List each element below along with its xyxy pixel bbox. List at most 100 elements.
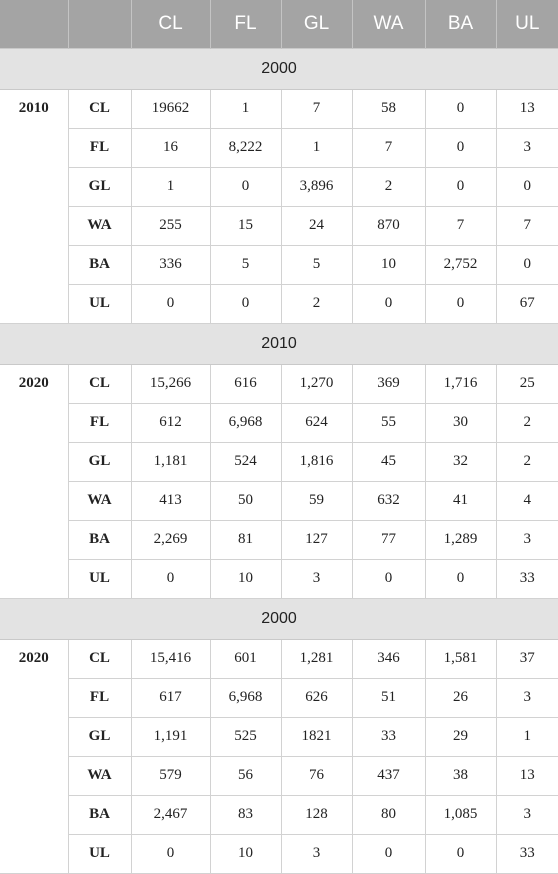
table-cell: 437 — [351, 755, 426, 796]
table-cell: 10 — [209, 558, 282, 599]
table-row: BA 2,269 81 127 77 1,289 3 — [0, 519, 558, 560]
table-cell: 4 — [495, 480, 558, 521]
row-class-label: FL — [67, 677, 132, 718]
table-cell: 0 — [209, 166, 282, 207]
table-cell: 413 — [130, 480, 211, 521]
table-cell: 59 — [280, 480, 353, 521]
table-row: UL 0 10 3 0 0 33 — [0, 833, 558, 874]
table-cell: 2 — [495, 402, 558, 443]
table-cell: 15,416 — [130, 638, 211, 679]
table-cell: 1,581 — [424, 638, 497, 679]
table-row: 2020 CL 15,266 616 1,270 369 1,716 25 — [0, 363, 558, 599]
row-class-label: CL — [67, 88, 132, 129]
table-cell: 83 — [209, 794, 282, 835]
table-cell: 0 — [495, 166, 558, 207]
table-cell: 7 — [495, 205, 558, 246]
table-row: FL 617 6,968 626 51 26 3 — [0, 677, 558, 718]
table-cell: 3 — [280, 558, 353, 599]
table-cell: 3 — [495, 794, 558, 835]
table-row: UL 0 10 3 0 0 33 — [0, 558, 558, 599]
table-cell: 51 — [351, 677, 426, 718]
table-row: BA 336 5 5 10 2,752 0 — [0, 244, 558, 285]
table-row: WA 579 56 76 437 38 13 — [0, 755, 558, 796]
table-cell: 0 — [130, 283, 211, 324]
table-header: CL FL GL WA BA UL — [0, 0, 558, 48]
table-cell: 0 — [424, 558, 497, 599]
table-row: FL 612 6,968 624 55 30 2 — [0, 402, 558, 443]
table-row: WA 255 15 24 870 7 7 — [0, 205, 558, 246]
column-header-fl: FL — [210, 0, 282, 48]
column-header-wa: WA — [352, 0, 426, 48]
table-cell: 26 — [424, 677, 497, 718]
table-cell: 2,269 — [130, 519, 211, 560]
table-row: GL 1 0 3,896 2 0 0 — [0, 166, 558, 207]
table-cell: 7 — [424, 205, 497, 246]
table-cell: 0 — [209, 283, 282, 324]
table-cell: 3 — [280, 833, 353, 874]
table-cell: 3 — [495, 127, 558, 168]
header-empty-cell — [68, 0, 132, 48]
section-from-year: 2000 — [0, 47, 558, 90]
table-cell: 24 — [280, 205, 353, 246]
table-cell: 13 — [495, 88, 558, 129]
table-cell: 0 — [130, 833, 211, 874]
row-class-label: UL — [67, 833, 132, 874]
table-cell: 3 — [495, 519, 558, 560]
table-cell: 10 — [351, 244, 426, 285]
table-cell: 1 — [209, 88, 282, 129]
header-row: CL FL GL WA BA UL — [0, 0, 558, 48]
table-cell: 55 — [351, 402, 426, 443]
table-cell: 19662 — [130, 88, 211, 129]
table-row: 2020 CL 15,416 601 1,281 346 1,581 37 — [0, 638, 558, 874]
table-cell: 0 — [495, 244, 558, 285]
table-cell: 1 — [495, 716, 558, 757]
table-cell: 624 — [280, 402, 353, 443]
table-cell: 8,222 — [209, 127, 282, 168]
table-cell: 76 — [280, 755, 353, 796]
section-header-row: 2000 — [0, 47, 558, 90]
section-from-year: 2000 — [0, 597, 558, 640]
table-row: GL 1,181 524 1,816 45 32 2 — [0, 441, 558, 482]
table-cell: 1821 — [280, 716, 353, 757]
section-to-year: 2020 — [0, 363, 69, 599]
table-row: FL 16 8,222 1 7 0 3 — [0, 127, 558, 168]
table-cell: 5 — [209, 244, 282, 285]
table-cell: 6,968 — [209, 402, 282, 443]
table-cell: 15 — [209, 205, 282, 246]
table-cell: 2 — [351, 166, 426, 207]
table-cell: 1,281 — [280, 638, 353, 679]
table-cell: 33 — [495, 833, 558, 874]
table-cell: 1,716 — [424, 363, 497, 404]
table-row: BA 2,467 83 128 80 1,085 3 — [0, 794, 558, 835]
table-cell: 0 — [424, 833, 497, 874]
row-class-label: WA — [67, 480, 132, 521]
row-class-label: GL — [67, 716, 132, 757]
table-cell: 30 — [424, 402, 497, 443]
table-cell: 0 — [424, 88, 497, 129]
table-cell: 13 — [495, 755, 558, 796]
column-header-cl: CL — [131, 0, 211, 48]
table-cell: 369 — [351, 363, 426, 404]
section-to-year: 2010 — [0, 88, 69, 324]
section-from-year: 2010 — [0, 322, 558, 365]
row-class-label: FL — [67, 402, 132, 443]
row-class-label: BA — [67, 244, 132, 285]
table-cell: 33 — [495, 558, 558, 599]
table-cell: 1,816 — [280, 441, 353, 482]
table-cell: 1,181 — [130, 441, 211, 482]
row-class-label: GL — [67, 441, 132, 482]
table-cell: 25 — [495, 363, 558, 404]
table-cell: 38 — [424, 755, 497, 796]
table-cell: 45 — [351, 441, 426, 482]
table-cell: 33 — [351, 716, 426, 757]
table-cell: 67 — [495, 283, 558, 324]
table-cell: 1,191 — [130, 716, 211, 757]
table-cell: 41 — [424, 480, 497, 521]
section-header-row: 2000 — [0, 597, 558, 640]
table-cell: 1 — [280, 127, 353, 168]
row-class-label: FL — [67, 127, 132, 168]
table-cell: 0 — [424, 283, 497, 324]
table-cell: 579 — [130, 755, 211, 796]
table-cell: 524 — [209, 441, 282, 482]
